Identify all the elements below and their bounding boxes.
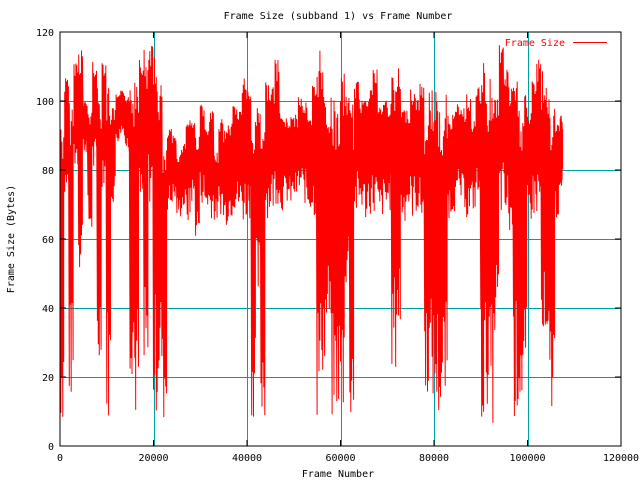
y-tick-label: 40	[42, 304, 54, 315]
series-layer	[59, 45, 564, 423]
y-tick-label: 0	[48, 442, 54, 453]
x-tick-label: 20000	[138, 453, 168, 464]
x-tick-label: 0	[57, 453, 63, 464]
x-tick-label: 80000	[419, 453, 449, 464]
y-axis-label: Frame Size (Bytes)	[6, 185, 17, 293]
x-tick-label: 60000	[325, 453, 355, 464]
y-tick-label: 120	[36, 28, 54, 39]
y-tick-label: 60	[42, 235, 54, 246]
y-tick-label: 20	[42, 373, 54, 384]
axis-ticks: 0 20000 40000 60000 80000 100000 120000 0 20 40 60…	[36, 28, 639, 464]
legend: Frame Size	[505, 38, 607, 49]
legend-label: Frame Size	[505, 38, 565, 49]
x-axis-label: Frame Number	[302, 469, 374, 480]
y-tick-label: 80	[42, 166, 54, 177]
y-tick-label: 100	[36, 97, 54, 108]
chart-title: Frame Size (subband 1) vs Frame Number	[224, 11, 453, 22]
x-tick-label: 100000	[509, 453, 545, 464]
x-tick-label: 120000	[603, 453, 639, 464]
series-line-frame-size	[59, 45, 564, 423]
x-tick-label: 40000	[232, 453, 262, 464]
